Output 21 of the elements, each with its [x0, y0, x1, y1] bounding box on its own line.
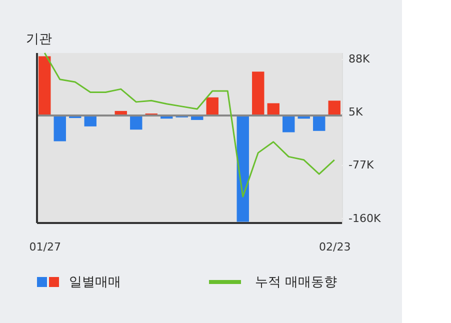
bar: [54, 115, 66, 142]
chart-title: 기관: [26, 32, 52, 47]
bar: [236, 115, 249, 222]
bar: [328, 100, 340, 116]
x-tick-label: 02/23: [319, 240, 351, 254]
bar: [130, 115, 142, 130]
bar: [38, 56, 51, 116]
bar: [252, 72, 264, 116]
bar: [267, 103, 280, 116]
legend-label: 일별매매: [69, 275, 121, 290]
bar: [206, 97, 218, 116]
y-tick-label: 5K: [348, 106, 364, 119]
bar: [313, 115, 326, 131]
y-tick-label: -77K: [348, 158, 374, 172]
bar: [84, 115, 96, 126]
y-tick-label: 88K: [348, 52, 370, 66]
legend-label: 누적 매매동향: [255, 275, 338, 290]
bar: [282, 115, 295, 132]
x-tick-label: 01/27: [29, 240, 61, 254]
line-series: [44, 52, 336, 198]
y-tick-label: -160K: [348, 212, 382, 225]
